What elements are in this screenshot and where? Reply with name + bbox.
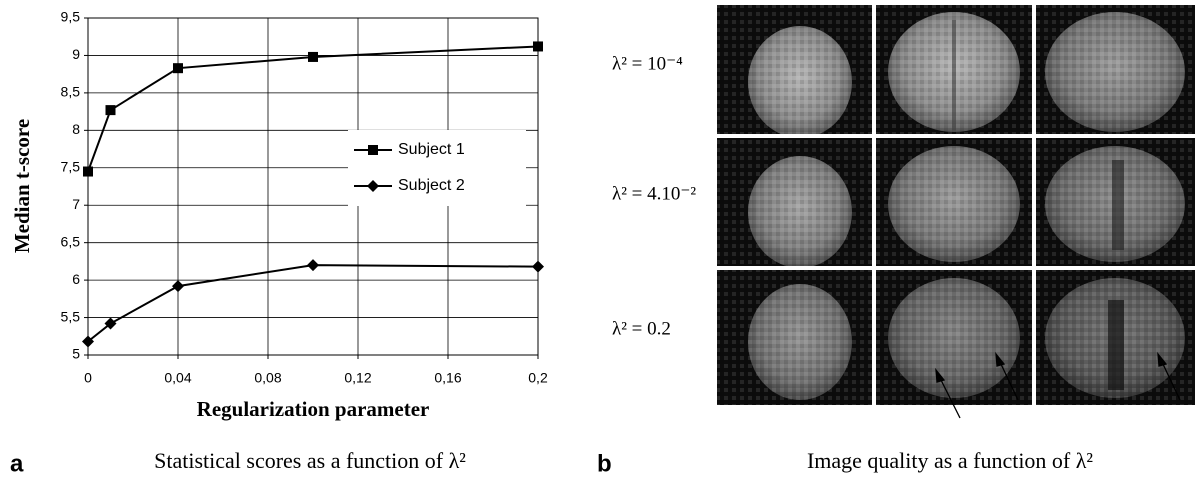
y-tick-label: 7	[72, 196, 80, 212]
panel-letter: b	[597, 450, 612, 477]
row-label: λ² = 0.2	[612, 318, 671, 339]
panel-letter: a	[10, 450, 24, 477]
legend-marker	[368, 145, 378, 155]
data-point	[532, 260, 544, 273]
x-tick-label: 0,08	[254, 370, 281, 386]
x-axis-title: Regularization parameter	[197, 397, 430, 421]
x-tick-label: 0,04	[164, 370, 191, 386]
legend-marker	[367, 180, 379, 192]
data-point	[307, 259, 319, 272]
y-tick-label: 8	[72, 121, 80, 137]
caption: Image quality as a function of λ²	[807, 448, 1093, 473]
brain-slices	[717, 5, 1195, 405]
x-tick-label: 0,16	[434, 370, 461, 386]
arrows	[935, 351, 1181, 419]
x-tick-label: 0,2	[528, 370, 548, 386]
y-tick-label: 6	[72, 271, 80, 287]
data-point	[172, 280, 184, 293]
x-tick-label: 0,12	[344, 370, 371, 386]
y-tick-label: 7,5	[61, 158, 81, 174]
plot: 5 5,5 6 6,5 7 7,5 8 8,5 9 9,5 0 0,04 0,08 0,12 0,16 0,2…	[61, 9, 548, 386]
y-tick-label: 6,5	[61, 233, 81, 249]
legend-box	[348, 130, 526, 206]
data-point	[105, 105, 116, 116]
grid-gaps	[717, 5, 1195, 405]
data-point	[308, 51, 318, 62]
data-point	[83, 166, 93, 177]
y-tick-label: 9	[72, 46, 80, 62]
caption: Statistical scores as a function of λ²	[154, 448, 466, 473]
x-tick-label: 0	[84, 370, 92, 386]
legend-label: Subject 1	[398, 141, 465, 158]
legend-label: Subject 2	[398, 177, 465, 194]
y-tick-label: 5,5	[61, 308, 81, 324]
data-point	[533, 41, 543, 52]
y-axis-title: Median t-score	[10, 119, 34, 253]
data-point	[104, 317, 117, 330]
data-point	[82, 335, 94, 348]
row-label: λ² = 10⁻⁴	[612, 53, 683, 74]
data-point	[173, 63, 183, 74]
y-tick-label: 8,5	[61, 84, 81, 100]
y-tick-label: 9,5	[61, 9, 81, 25]
image-grid	[717, 5, 1195, 419]
y-tick-label: 5	[72, 346, 80, 362]
row-label: λ² = 4.10⁻²	[612, 183, 696, 204]
